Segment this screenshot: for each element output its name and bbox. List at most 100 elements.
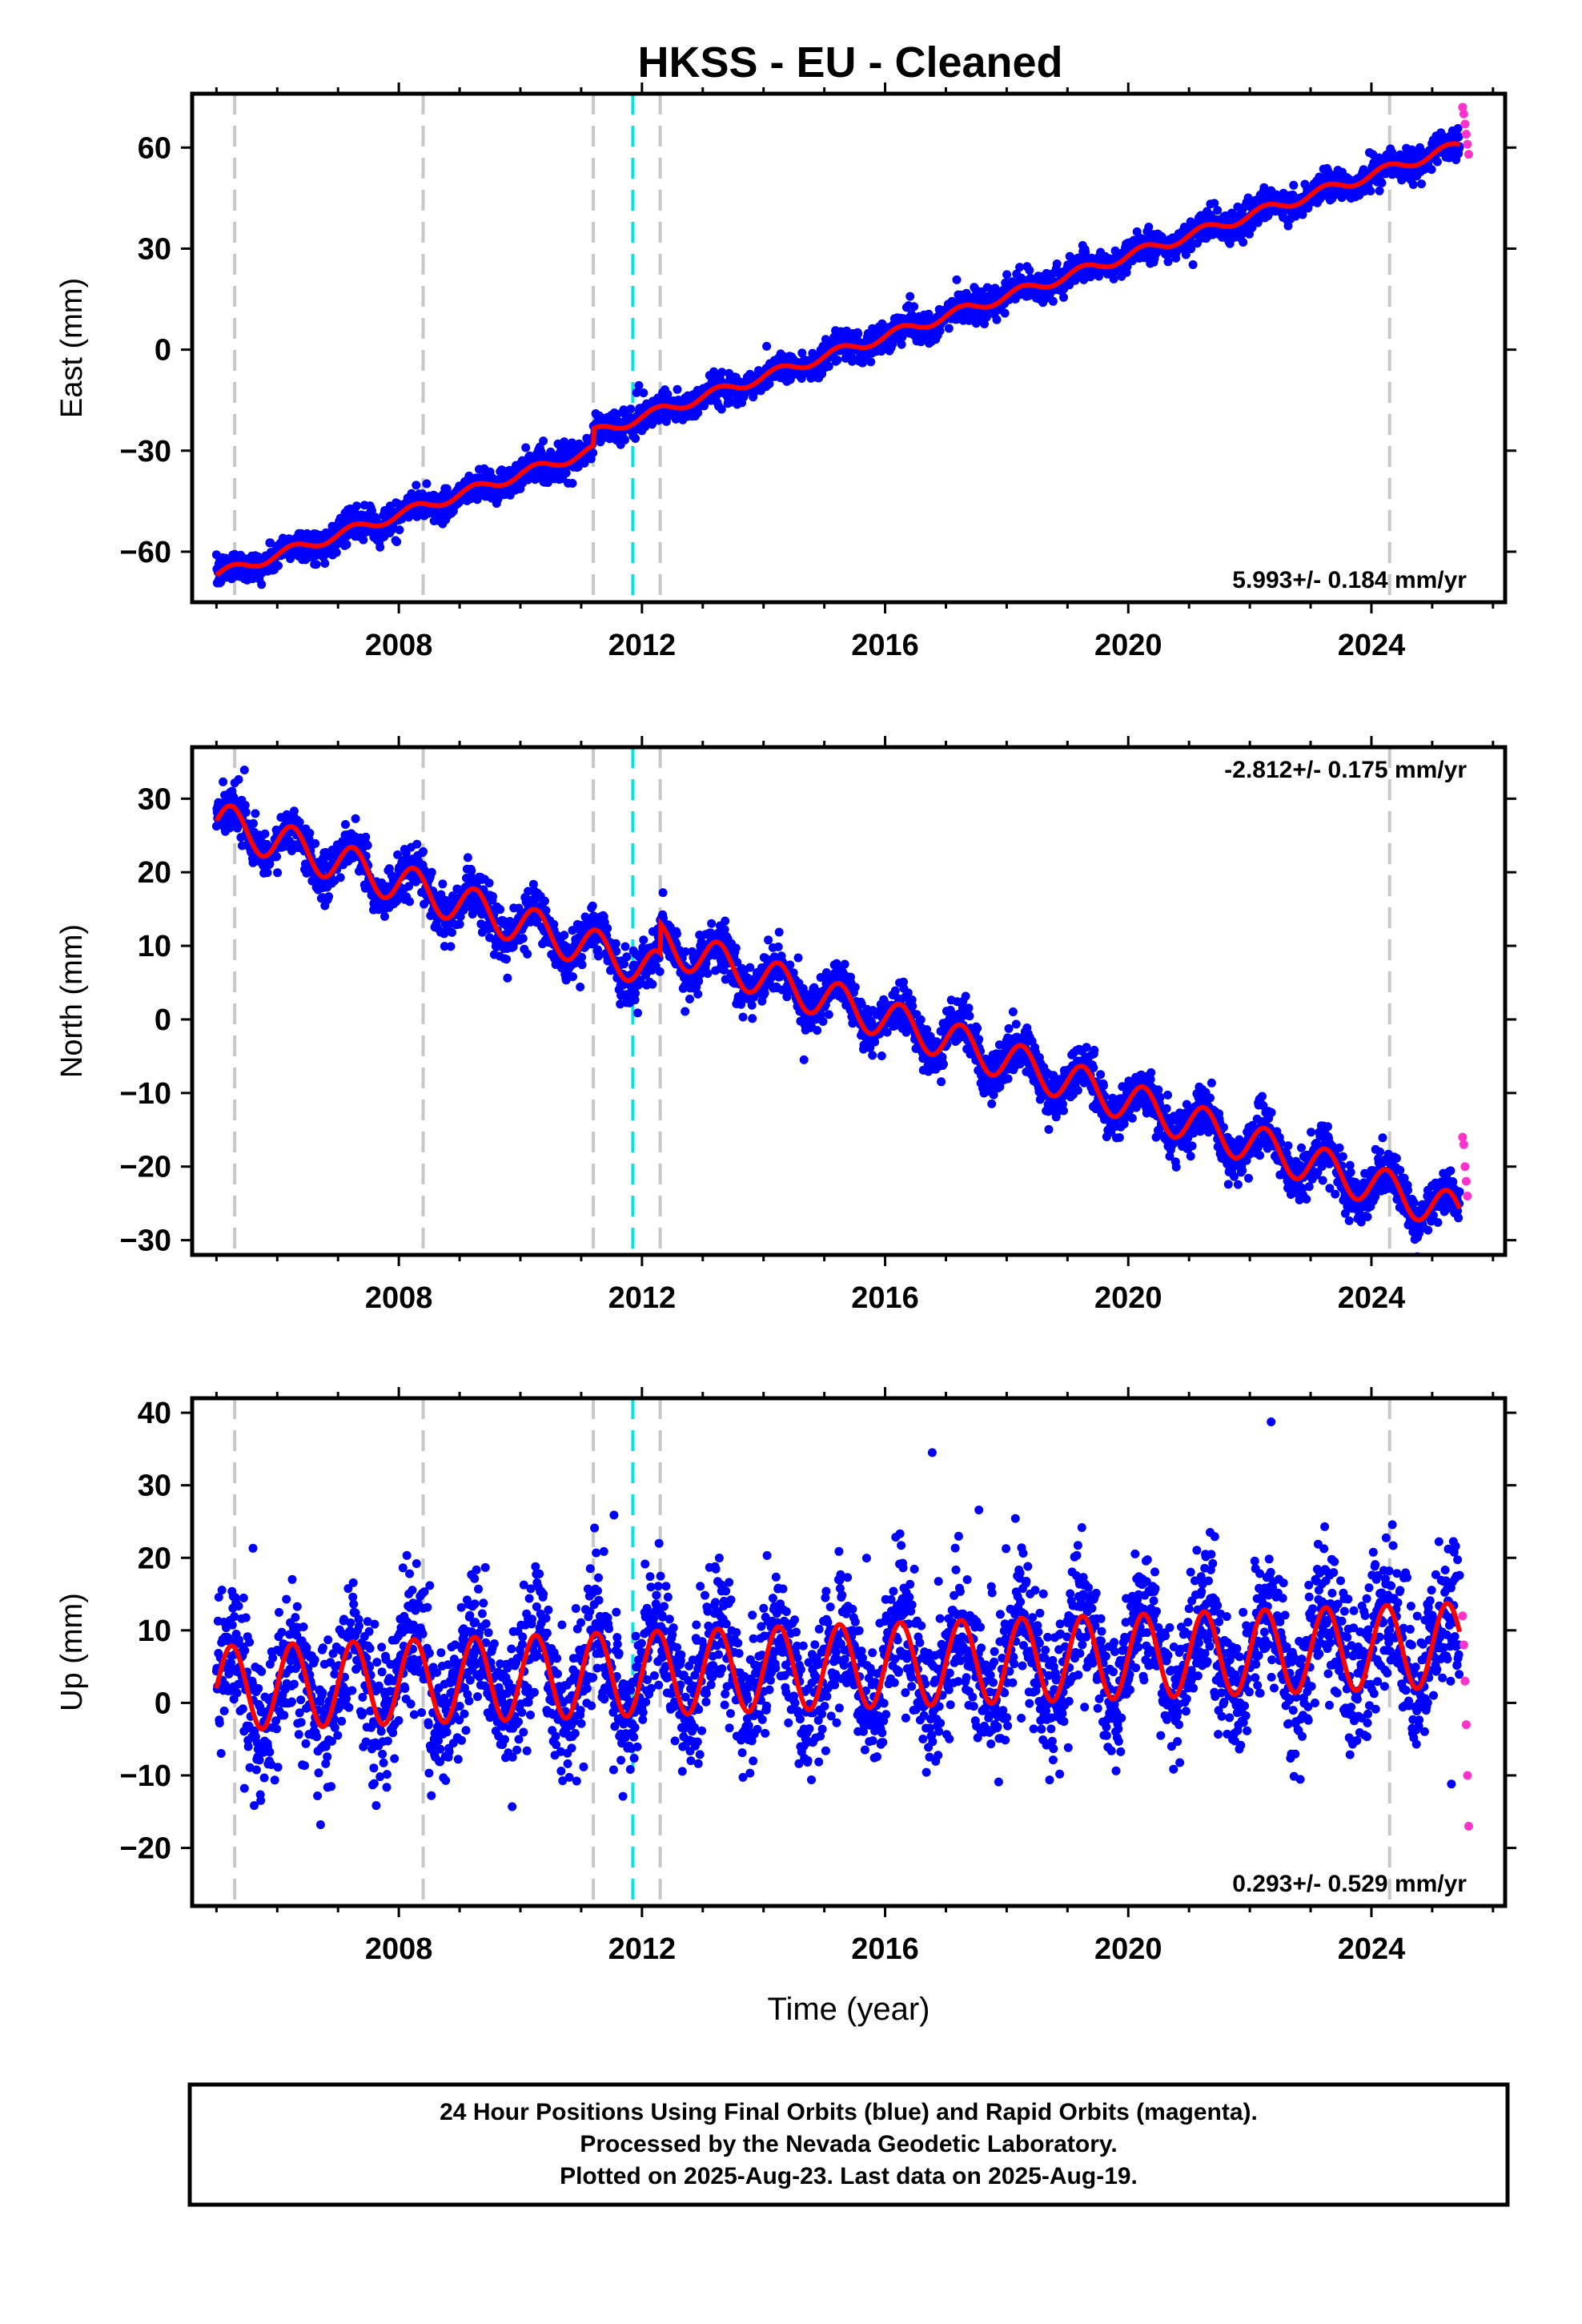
rate-annotation: 5.993+/- 0.184 mm/yr	[1232, 567, 1467, 593]
plot-area	[211, 94, 1473, 602]
data-point	[764, 935, 773, 945]
data-point	[1109, 274, 1118, 283]
y-tick-label: −30	[120, 435, 171, 468]
data-point	[523, 949, 532, 959]
data-point	[747, 1000, 757, 1010]
data-point	[658, 888, 668, 898]
data-point	[241, 807, 251, 817]
data-point	[1094, 271, 1104, 281]
data-point	[633, 1008, 642, 1018]
data-point	[840, 959, 849, 969]
data-point	[639, 935, 648, 945]
y-axis-label: East (mm)	[55, 278, 89, 418]
data-point	[273, 868, 283, 878]
data-point	[375, 542, 385, 552]
rapid-point	[1463, 139, 1472, 149]
data-point	[463, 853, 472, 862]
series-final-orbits	[211, 123, 1464, 589]
data-point	[717, 404, 726, 414]
data-point	[311, 838, 320, 848]
data-point	[935, 326, 945, 336]
data-point	[359, 535, 368, 545]
data-point	[305, 828, 315, 838]
data-point	[442, 484, 452, 493]
plot-area	[211, 747, 1472, 1255]
data-point	[568, 479, 577, 488]
data-point	[850, 983, 860, 992]
data-point	[561, 468, 571, 478]
data-point	[703, 969, 713, 979]
data-point	[446, 942, 456, 951]
y-tick-label: 60	[138, 131, 171, 165]
data-point	[760, 988, 769, 998]
data-point	[1052, 259, 1062, 268]
data-point	[405, 897, 415, 907]
x-tick-label: 2020	[1094, 629, 1162, 662]
data-point	[1081, 247, 1090, 257]
data-point	[673, 929, 681, 939]
data-point	[459, 906, 468, 915]
data-point	[249, 818, 258, 828]
data-point	[1387, 147, 1397, 157]
data-point	[503, 973, 512, 983]
data-point	[341, 820, 350, 829]
data-point	[631, 434, 640, 443]
data-point	[944, 324, 954, 333]
data-point	[427, 867, 436, 877]
data-point	[622, 952, 632, 962]
data-point	[331, 548, 341, 557]
data-point	[260, 829, 270, 838]
data-point	[251, 809, 260, 818]
data-point	[952, 275, 962, 284]
data-point	[412, 480, 421, 490]
data-point	[363, 841, 372, 850]
rapid-point	[1459, 109, 1468, 119]
data-point	[272, 852, 282, 862]
data-point	[352, 501, 362, 511]
data-point	[693, 989, 703, 999]
x-tick-label: 2024	[1338, 629, 1406, 662]
data-point	[620, 435, 629, 444]
data-point	[1000, 308, 1010, 318]
rapid-point	[1461, 129, 1471, 139]
data-point	[1048, 296, 1058, 306]
data-point	[234, 774, 243, 784]
data-point	[484, 879, 494, 888]
data-point	[731, 943, 741, 953]
y-tick-label: 30	[138, 232, 171, 266]
data-point	[992, 315, 1002, 324]
x-tick-label: 2008	[365, 629, 433, 662]
data-point	[404, 513, 414, 522]
data-point	[799, 1055, 809, 1064]
data-point	[274, 561, 283, 570]
data-point	[774, 927, 784, 937]
data-point	[1213, 206, 1223, 215]
data-point	[518, 934, 528, 943]
data-point	[707, 919, 717, 928]
data-point	[773, 942, 783, 951]
data-point	[219, 777, 228, 786]
data-point	[1210, 199, 1219, 208]
data-point	[412, 839, 422, 849]
data-point	[342, 540, 351, 549]
x-tick-label: 2016	[851, 629, 919, 662]
data-point	[673, 384, 682, 394]
rapid-point	[1464, 150, 1473, 159]
data-point	[631, 988, 640, 998]
data-point	[1283, 221, 1293, 231]
data-point	[603, 923, 612, 933]
data-point	[419, 846, 428, 856]
rapid-point	[1460, 119, 1470, 129]
data-point	[762, 341, 772, 351]
data-point	[311, 560, 321, 569]
data-point	[765, 379, 774, 388]
data-point	[866, 357, 876, 367]
data-point	[1239, 238, 1248, 247]
y-tick-label: 0	[155, 334, 171, 368]
data-point	[388, 521, 398, 531]
data-point	[539, 436, 548, 446]
data-point	[897, 332, 907, 342]
data-point	[540, 896, 549, 906]
